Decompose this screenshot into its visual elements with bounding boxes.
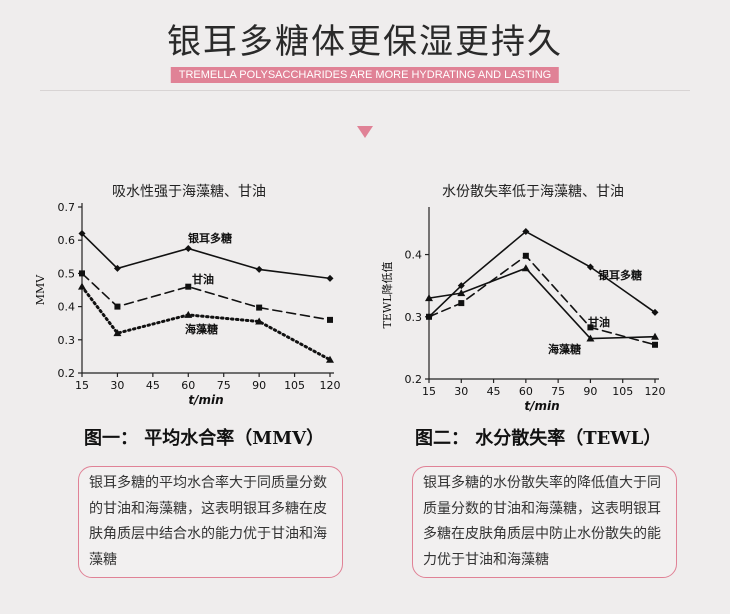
- x-axis-label: t/min: [188, 393, 223, 407]
- y-tick-label: 0.4: [58, 301, 76, 314]
- data-point: [78, 282, 86, 290]
- y-tick-label: 0.5: [58, 267, 76, 280]
- series-label: 银耳多糖: [188, 231, 232, 245]
- data-point: [184, 245, 192, 252]
- triangle-down-icon: [357, 126, 373, 138]
- data-point: [326, 274, 334, 282]
- page-title: 银耳多糖体更保湿更持久: [167, 22, 563, 62]
- data-point: [586, 334, 595, 342]
- x-axis-label: t/min: [524, 399, 559, 413]
- chart1-title: 吸水性强于海藻糖、甘油: [112, 184, 266, 200]
- series-label: 海藻糖: [185, 322, 218, 336]
- chart2-caption: 图二： 水分散失率（TEWL）: [415, 428, 662, 449]
- series-label: 银耳多糖: [598, 268, 642, 282]
- data-point: [184, 310, 193, 318]
- series-label: 甘油: [588, 315, 610, 329]
- y-axis-label: MMV: [34, 274, 47, 306]
- data-point: [458, 300, 465, 307]
- data-point: [522, 228, 530, 236]
- data-point: [587, 324, 594, 331]
- chart2-plot: 0.2 0.3 0.4 15 30 45 60 75 90 105 120 t/min TEWL降低值 银…: [380, 207, 666, 413]
- chart2-description: 银耳多糖的水份散失率的降低值大于同质量分数的甘油和海藻糖，这表明银耳多糖在皮肤角…: [412, 466, 677, 578]
- data-point: [113, 264, 121, 272]
- y-tick-label: 0.4: [405, 249, 423, 262]
- y-tick-label: 0.3: [58, 334, 76, 347]
- data-point: [255, 265, 263, 273]
- chart2-title: 水份散失率低于海藻糖、甘油: [442, 184, 624, 200]
- y-tick-label: 0.2: [405, 373, 423, 386]
- data-point: [255, 317, 264, 325]
- data-point: [652, 341, 658, 348]
- data-point: [426, 313, 432, 320]
- x-tick-label: 90: [252, 379, 266, 392]
- x-tick-label: 120: [320, 379, 341, 392]
- data-point: [522, 252, 529, 259]
- x-tick-label: 75: [551, 385, 565, 398]
- divider: [40, 90, 690, 91]
- data-point: [457, 282, 465, 290]
- data-point: [586, 263, 594, 271]
- data-point: [256, 304, 263, 311]
- x-tick-label: 120: [645, 385, 666, 398]
- x-tick-label: 30: [454, 385, 468, 398]
- data-point: [327, 316, 333, 323]
- x-tick-label: 15: [75, 379, 89, 392]
- data-point: [651, 332, 659, 340]
- y-tick-label: 0.2: [58, 367, 76, 380]
- data-point: [651, 308, 659, 316]
- y-tick-label: 0.6: [58, 234, 76, 247]
- x-tick-label: 60: [519, 385, 533, 398]
- data-point: [457, 289, 466, 297]
- chart1-plot: 0.2 0.3 0.4 0.5 0.6 0.7 15 30 45 60 75 90 105 120 t/mi…: [34, 201, 341, 407]
- y-tick-label: 0.7: [58, 201, 76, 214]
- data-point: [425, 294, 433, 302]
- series-line: [81, 272, 331, 321]
- data-point: [521, 264, 530, 272]
- x-tick-label: 105: [612, 385, 633, 398]
- x-tick-label: 90: [583, 385, 597, 398]
- x-tick-label: 45: [487, 385, 501, 398]
- x-tick-label: 75: [217, 379, 231, 392]
- series-label: 海藻糖: [548, 342, 581, 356]
- data-point: [79, 270, 85, 277]
- series-label: 甘油: [192, 272, 214, 286]
- data-point: [114, 303, 121, 310]
- subtitle-banner: TREMELLA POLYSACCHARIDES ARE MORE HYDRAT…: [170, 67, 560, 83]
- x-tick-label: 30: [110, 379, 124, 392]
- data-point: [78, 230, 86, 238]
- data-point: [185, 283, 192, 290]
- x-tick-label: 15: [422, 385, 436, 398]
- x-tick-label: 105: [284, 379, 305, 392]
- x-tick-label: 45: [146, 379, 160, 392]
- y-tick-label: 0.3: [405, 311, 423, 324]
- chart1-description: 银耳多糖的平均水合率大于同质量分数的甘油和海藻糖，这表明银耳多糖在皮肤角质层中结…: [78, 466, 343, 578]
- x-tick-label: 60: [181, 379, 195, 392]
- data-point: [326, 355, 334, 363]
- chart1-caption: 图一： 平均水合率（MMV）: [84, 428, 325, 449]
- data-point: [113, 329, 122, 337]
- y-axis-label: TEWL降低值: [380, 262, 394, 329]
